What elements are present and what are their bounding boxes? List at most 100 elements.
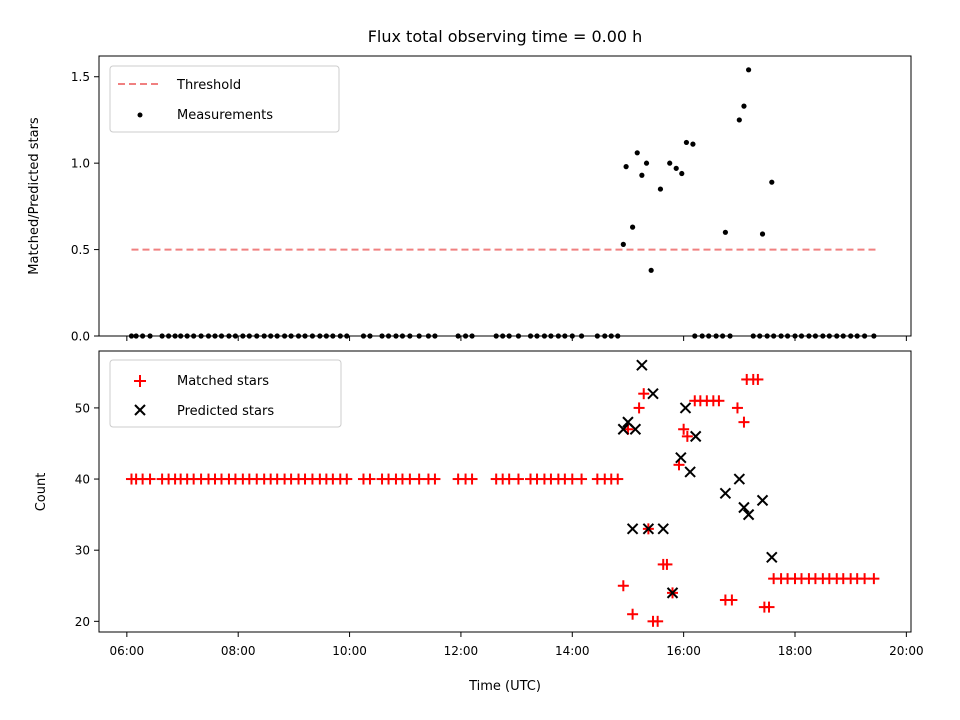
predicted-star-point: [617, 423, 630, 435]
x-tick-label: 20:00: [889, 644, 924, 658]
matched-star-point: [617, 580, 629, 592]
matched-star-point: [638, 388, 650, 400]
matched-star-point: [612, 473, 624, 485]
bottom-y-tick-label: 30: [75, 544, 90, 558]
predicted-star-point: [756, 494, 769, 507]
x-axis-label: Time (UTC): [468, 679, 541, 694]
matched-star-point: [859, 573, 871, 585]
legend-matched-swatch: [134, 375, 146, 387]
measurement-point: [623, 164, 629, 170]
x-tick-label: 06:00: [110, 644, 145, 658]
top-y-tick-label: 0.5: [71, 243, 90, 257]
predicted-star-point: [675, 452, 687, 464]
legend-predicted-swatch: [134, 404, 146, 416]
matched-star-point: [144, 473, 156, 485]
legend-measurements-swatch: [137, 112, 143, 118]
matched-star-point: [512, 473, 524, 485]
measurements-points: [128, 67, 877, 339]
measurement-point: [648, 267, 654, 273]
top-panel: 0.0 0.5 1.0 1.5 Matched/Predicted stars Thr…: [27, 55, 912, 344]
matched-star-point: [673, 459, 685, 471]
x-tick-label: 18:00: [778, 644, 813, 658]
measurement-point: [634, 150, 640, 156]
predicted-star-point: [689, 430, 702, 443]
bottom-x-ticks: 06:00 08:00 10:00 12:00 14:00 16:00 18:00 20:00: [110, 632, 924, 658]
bottom-legend: Matched stars Predicted stars: [109, 359, 342, 428]
measurement-point: [769, 179, 775, 185]
matched-star-point: [633, 402, 645, 414]
x-tick-label: 16:00: [666, 644, 701, 658]
predicted-star-point: [766, 551, 778, 564]
predicted-star-point: [719, 487, 732, 499]
matched-star-point: [678, 423, 690, 435]
predicted-star-point: [642, 523, 655, 535]
matched-star-point: [429, 473, 441, 485]
measurement-point: [667, 160, 673, 166]
top-axes-frame: [98, 55, 912, 337]
measurement-point: [630, 224, 636, 230]
measurement-point: [722, 229, 729, 235]
measurement-point: [679, 170, 685, 177]
measurement-point: [741, 103, 747, 109]
matched-star-point: [364, 473, 376, 485]
matched-star-point: [466, 473, 478, 485]
legend-measurements-label: Measurements: [177, 108, 273, 123]
predicted-star-point: [738, 501, 750, 514]
matched-star-point: [413, 473, 425, 485]
predicted-star-point: [666, 587, 679, 599]
matched-star-point: [661, 558, 673, 570]
predicted-star-point: [742, 508, 755, 521]
matched-star-point: [752, 373, 764, 385]
measurement-point: [736, 117, 742, 123]
predicted-star-point: [733, 473, 746, 485]
measurement-point: [759, 231, 766, 237]
matched-star-point: [713, 395, 725, 407]
matched-star-point: [341, 473, 353, 485]
measurement-point: [746, 67, 752, 73]
top-y-tick-label: 1.0: [71, 157, 90, 171]
bottom-y-tick-label: 50: [75, 401, 90, 415]
bottom-y-tick-label: 20: [75, 615, 90, 629]
matched-star-point: [566, 473, 578, 485]
x-tick-label: 12:00: [444, 644, 479, 658]
predicted-star-point: [626, 523, 639, 535]
matched-star-point: [726, 594, 738, 606]
measurement-point: [673, 165, 679, 171]
predicted-stars-points: [617, 359, 778, 599]
chart-title: Flux total observing time = 0.00 h: [368, 27, 643, 46]
matched-star-point: [404, 473, 416, 485]
bottom-y-axis-label: Count: [34, 473, 49, 512]
matched-star-point: [576, 473, 588, 485]
top-x-ticks: [126, 336, 907, 341]
measurement-point: [639, 172, 645, 178]
bottom-y-tick-label: 40: [75, 473, 90, 487]
predicted-star-point: [629, 423, 642, 435]
matched-star-point: [738, 416, 750, 428]
predicted-star-point: [647, 387, 659, 400]
legend-threshold-label: Threshold: [176, 78, 241, 93]
top-legend: Threshold Measurements: [109, 65, 340, 133]
matched-star-point: [731, 402, 743, 414]
matched-star-point: [868, 573, 880, 585]
top-y-axis-label: Matched/Predicted stars: [27, 117, 42, 275]
measurement-point: [657, 186, 664, 192]
bottom-panel: 20 30 40 50 06:00 08:00 10:00 12:00 14:00 16:00 1…: [34, 350, 924, 694]
x-tick-label: 10:00: [332, 644, 367, 658]
measurement-point: [643, 160, 650, 166]
measurement-point: [683, 139, 690, 146]
matched-star-point: [681, 430, 693, 442]
matched-stars-points: [125, 373, 880, 627]
top-y-tick-label: 0.0: [71, 330, 90, 344]
predicted-star-point: [657, 523, 669, 535]
top-y-ticks: 0.0 0.5 1.0 1.5: [71, 70, 99, 344]
predicted-star-point: [684, 466, 696, 478]
predicted-star-point: [636, 359, 648, 371]
x-tick-label: 08:00: [221, 644, 256, 658]
legend-predicted-label: Predicted stars: [177, 404, 274, 419]
x-tick-label: 14:00: [555, 644, 590, 658]
predicted-star-point: [679, 402, 692, 414]
matched-star-point: [763, 601, 775, 613]
legend-matched-label: Matched stars: [177, 374, 269, 389]
bottom-y-ticks: 20 30 40 50: [75, 401, 99, 629]
